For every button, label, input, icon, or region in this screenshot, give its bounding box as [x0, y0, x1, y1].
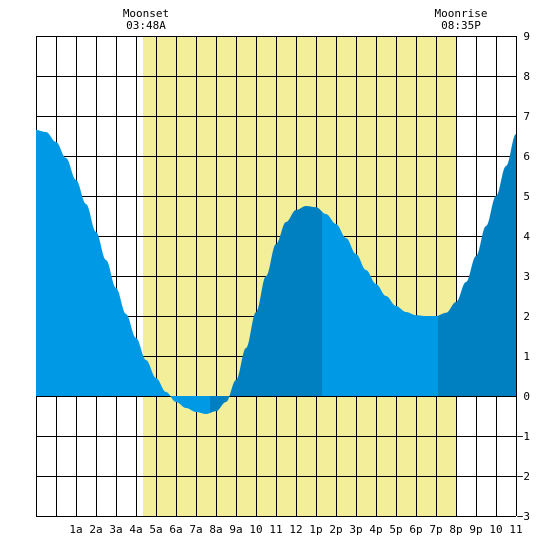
x-tick-label: 10 [249, 523, 262, 536]
grid-layer [36, 36, 517, 517]
x-tick-label: 11 [509, 523, 522, 536]
tide-area-layer [36, 130, 516, 414]
tide-area-segment [36, 130, 210, 414]
x-tick-label: 5a [149, 523, 162, 536]
x-tick-label: 9p [469, 523, 482, 536]
x-tick-label: 3p [349, 523, 362, 536]
x-tick-label: 8p [449, 523, 462, 536]
tide-area-segment [229, 206, 322, 398]
x-tick-label: 12 [289, 523, 302, 536]
x-tick-label: 8a [209, 523, 222, 536]
x-tick-label: 5p [389, 523, 402, 536]
y-tick-label: −2 [517, 470, 530, 483]
x-tick-label: 7a [189, 523, 202, 536]
x-tick-label: 1a [69, 523, 82, 536]
y-tick-label: 2 [523, 310, 530, 323]
y-tick-label: −1 [517, 430, 530, 443]
y-tick-label: 4 [523, 230, 530, 243]
x-tick-label: 2a [89, 523, 102, 536]
x-tick-label: 2p [329, 523, 342, 536]
moonrise-label: Moonrise [435, 7, 488, 20]
x-tick-label: 4p [369, 523, 382, 536]
y-tick-label: 5 [523, 190, 530, 203]
y-tick-label: 6 [523, 150, 530, 163]
label-layer: Moonset 03:48A Moonrise 08:35P [123, 7, 488, 32]
y-tick-label: 7 [523, 110, 530, 123]
x-tick-label: 7p [429, 523, 442, 536]
tide-area-segment [322, 211, 438, 396]
x-tick-label: 11 [269, 523, 282, 536]
y-tick-label: 0 [523, 390, 530, 403]
axis-layer: 1a 2a 3a 4a 5a 6a 7a 8a 9a 10 11 12 1p 2p 3p 4p 5p 6p 7p 8p… [69, 30, 530, 536]
moonset-time: 03:48A [126, 19, 166, 32]
x-tick-label: 10 [489, 523, 502, 536]
moonrise-time: 08:35P [441, 19, 481, 32]
tide-area-segment [210, 396, 229, 414]
x-tick-label: 6a [169, 523, 182, 536]
y-tick-label: 3 [523, 270, 530, 283]
x-tick-label: 4a [129, 523, 142, 536]
tide-area-segment [438, 134, 516, 396]
y-tick-label: 1 [523, 350, 530, 363]
moonset-label: Moonset [123, 7, 169, 20]
x-tick-label: 6p [409, 523, 422, 536]
y-tick-label: 8 [523, 70, 530, 83]
x-tick-label: 9a [229, 523, 242, 536]
y-tick-label: −3 [517, 510, 530, 523]
x-tick-label: 1p [309, 523, 322, 536]
x-tick-label: 3a [109, 523, 122, 536]
y-tick-label: 9 [523, 30, 530, 43]
